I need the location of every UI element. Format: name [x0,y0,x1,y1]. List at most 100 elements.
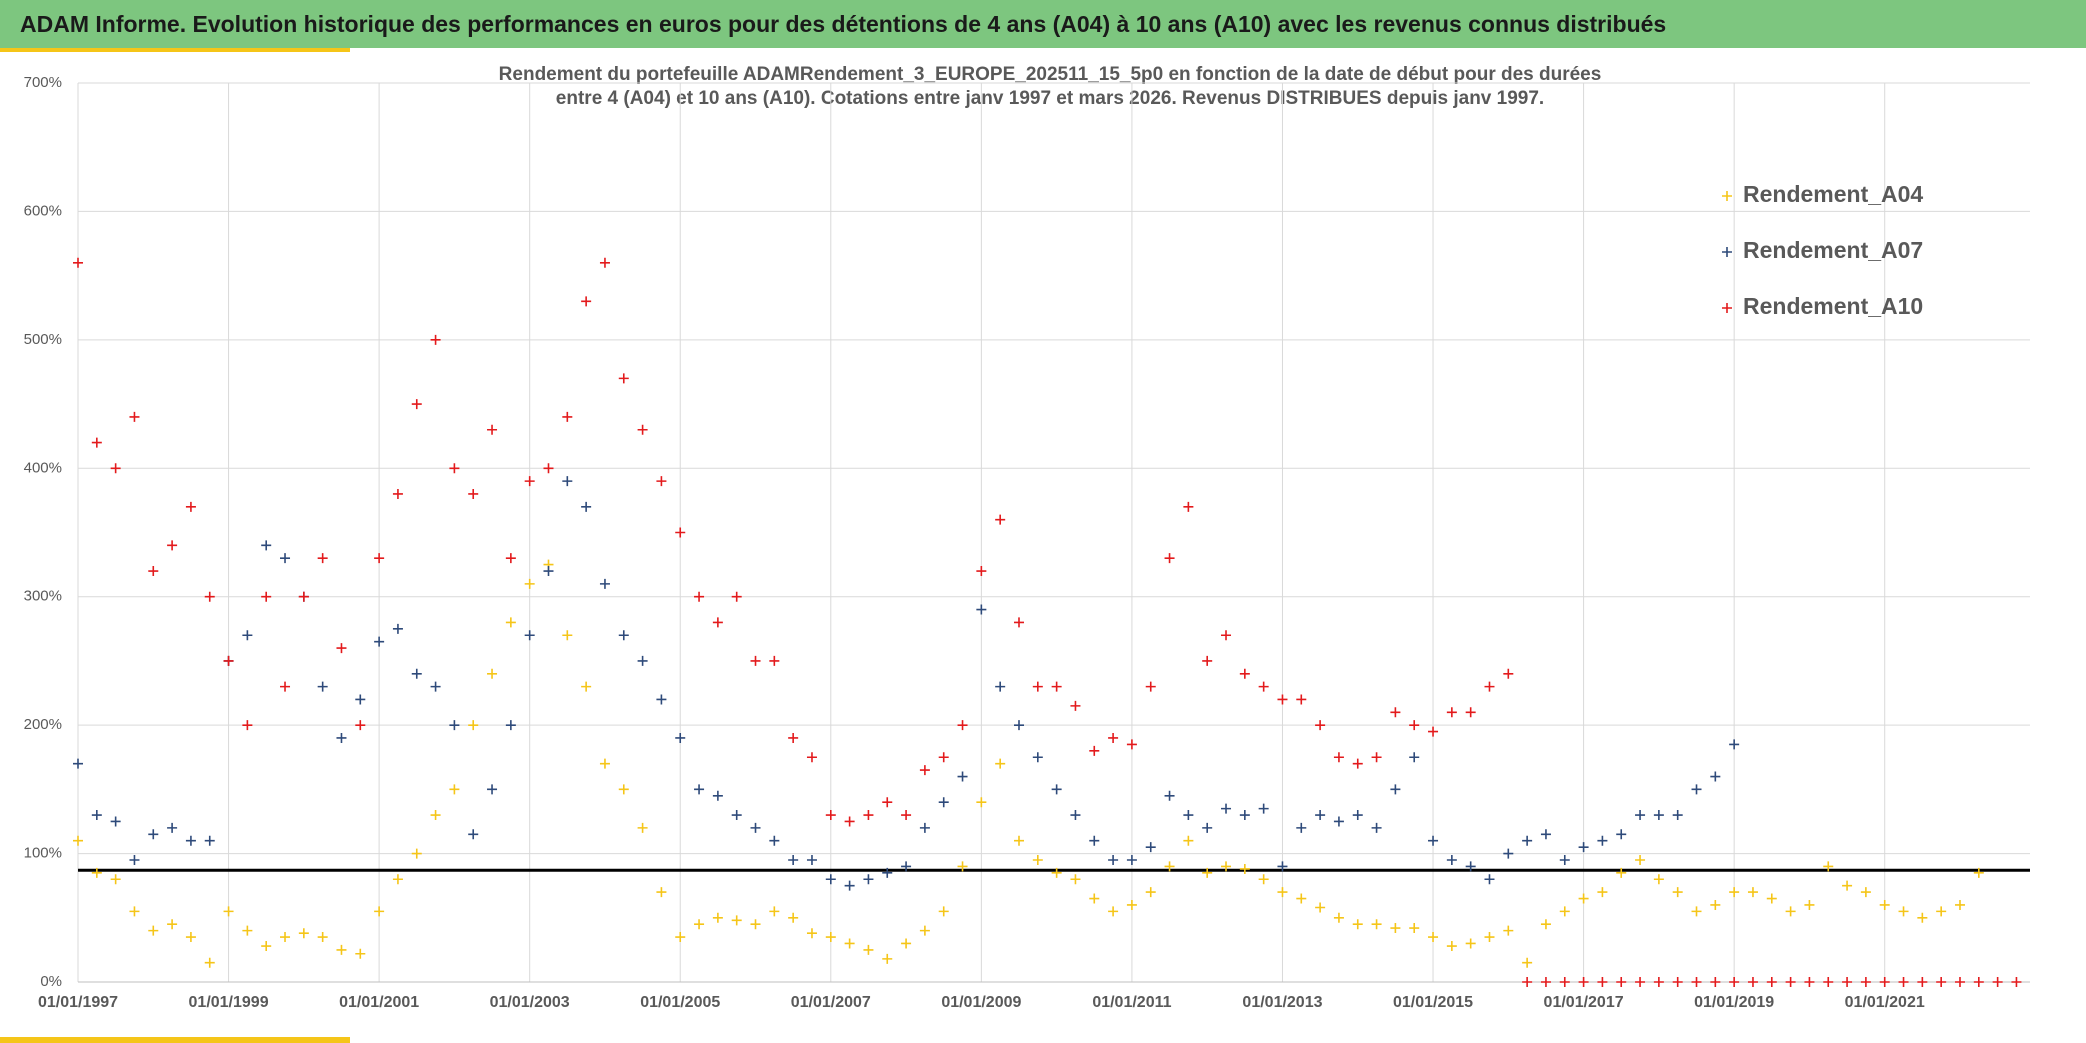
point [185,501,196,512]
point [1315,902,1326,913]
point [1653,874,1664,885]
point [806,854,817,865]
legend-marker [1722,191,1732,201]
point [769,655,780,666]
point [1051,867,1062,878]
x-tick-label: 01/01/2007 [791,994,871,1011]
point [110,463,121,474]
point [1597,887,1608,898]
point [1089,893,1100,904]
point [1973,867,1984,878]
point [675,527,686,538]
point [374,553,385,564]
point [957,720,968,731]
point [1672,977,1683,987]
x-tick-label: 01/01/2021 [1845,994,1925,1011]
point [148,925,159,936]
point [938,797,949,808]
y-tick-label: 600% [24,202,62,219]
point [1126,899,1137,910]
point [694,784,705,795]
point [91,810,102,821]
point [298,928,309,939]
point [1221,861,1232,872]
point [1710,899,1721,910]
point [1653,810,1664,821]
point [1465,938,1476,949]
point [806,752,817,763]
point [1390,707,1401,718]
point [1616,867,1627,878]
point [261,941,272,952]
point [355,694,366,705]
point [1578,893,1589,904]
point [1785,977,1796,987]
point [524,476,535,487]
point [1202,822,1213,833]
legend-marker [1722,303,1732,313]
point [1691,906,1702,917]
point [1954,977,1965,987]
point [731,915,742,926]
point [223,906,234,917]
point [731,591,742,602]
point [562,411,573,422]
x-tick-label: 01/01/2005 [640,994,720,1011]
point [317,553,328,564]
point [731,810,742,821]
point [1409,752,1420,763]
point [1954,899,1965,910]
point [1785,906,1796,917]
y-tick-label: 300% [24,588,62,605]
x-tick-label: 01/01/2011 [1092,994,1171,1011]
point [995,681,1006,692]
point [1277,694,1288,705]
point [148,566,159,577]
point [167,919,178,930]
point [505,617,516,628]
point [769,835,780,846]
point [844,816,855,827]
point [242,630,253,641]
point [148,829,159,840]
point [468,488,479,499]
point [637,822,648,833]
point [487,424,498,435]
point [825,810,836,821]
point [1126,854,1137,865]
point [863,944,874,955]
point [1108,732,1119,743]
point [449,784,460,795]
accent [0,48,350,52]
point [1164,790,1175,801]
point [430,334,441,345]
x-tick-label: 01/01/2017 [1544,994,1624,1011]
point [901,938,912,949]
point [919,822,930,833]
point [392,874,403,885]
point [618,630,629,641]
point [637,655,648,666]
point [1484,932,1495,943]
point [1484,874,1495,885]
point [1051,681,1062,692]
x-tick-label: 01/01/2013 [1242,994,1322,1011]
x-tick-label: 01/01/2001 [339,994,419,1011]
point [449,463,460,474]
point [957,861,968,872]
point [1333,912,1344,923]
point [204,835,215,846]
point [1390,923,1401,934]
point [712,912,723,923]
point [336,643,347,654]
point [1145,681,1156,692]
point [1296,694,1307,705]
point [581,296,592,307]
point [1992,977,2003,987]
point [129,906,140,917]
point [1202,655,1213,666]
point [562,630,573,641]
point [1032,854,1043,865]
point [1032,681,1043,692]
chart-title: Rendement du portefeuille ADAMRendement_… [499,64,1602,85]
